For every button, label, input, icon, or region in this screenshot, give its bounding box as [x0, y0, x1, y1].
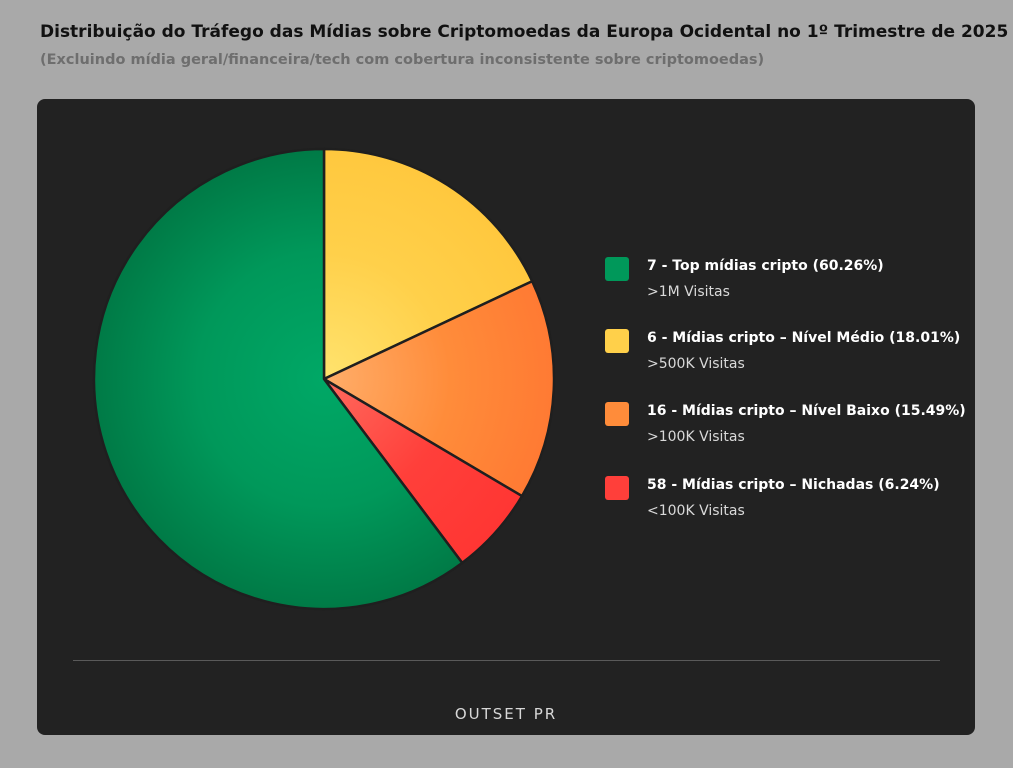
legend-sublabel: >100K Visitas — [647, 429, 745, 445]
legend-swatch — [605, 329, 629, 353]
legend-swatch — [605, 402, 629, 426]
legend-sublabel: >1M Visitas — [647, 284, 730, 300]
chart-subtitle: (Excluindo mídia geral/financeira/tech c… — [40, 52, 765, 68]
slice-top — [92, 147, 464, 611]
legend-swatch — [605, 476, 629, 500]
slice-mid-tier — [322, 147, 534, 381]
chart-title: Distribuição do Tráfego das Mídias sobre… — [40, 22, 1009, 42]
legend-swatch — [605, 257, 629, 281]
chart-card: 7 - Top mídias cripto (60.26%) >1M Visit… — [37, 99, 975, 735]
pie-chart — [92, 147, 556, 611]
legend-label: 6 - Mídias cripto – Nível Médio (18.01%) — [647, 330, 961, 346]
legend-label: 16 - Mídias cripto – Nível Baixo (15.49%… — [647, 403, 966, 419]
legend-label: 7 - Top mídias cripto (60.26%) — [647, 258, 884, 274]
legend-item-low-tier: 16 - Mídias cripto – Nível Baixo (15.49%… — [605, 402, 966, 452]
legend-label: 58 - Mídias cripto – Nichadas (6.24%) — [647, 477, 940, 493]
legend-item-mid-tier: 6 - Mídias cripto – Nível Médio (18.01%)… — [605, 329, 965, 379]
legend-item-niche: 58 - Mídias cripto – Nichadas (6.24%) <1… — [605, 476, 965, 526]
legend-sublabel: >500K Visitas — [647, 356, 745, 372]
slice-low-tier — [322, 279, 556, 498]
outset-pr-logo: OUTSET PR — [454, 705, 558, 723]
legend-item-top: 7 - Top mídias cripto (60.26%) >1M Visit… — [605, 257, 965, 307]
legend-sublabel: <100K Visitas — [647, 503, 745, 519]
footer-divider — [73, 660, 940, 661]
